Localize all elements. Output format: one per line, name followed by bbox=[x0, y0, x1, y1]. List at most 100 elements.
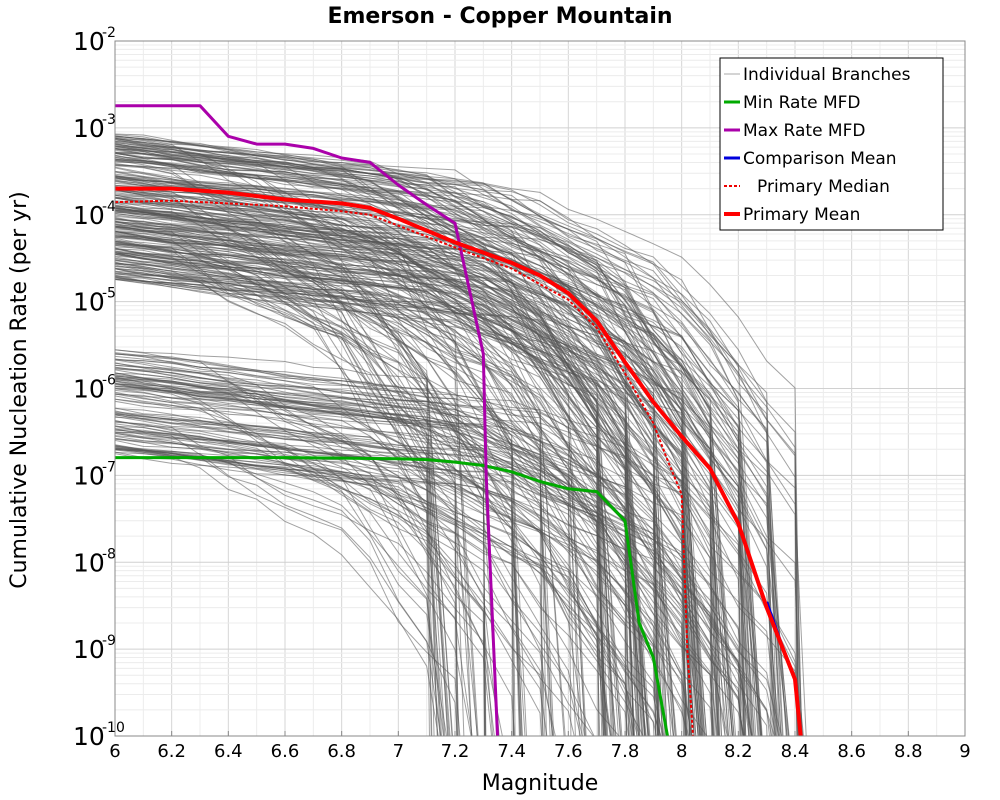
x-tick-label: 8.2 bbox=[724, 741, 753, 762]
legend-label: Individual Branches bbox=[743, 65, 911, 85]
branch-line bbox=[115, 252, 500, 736]
branch-line bbox=[115, 175, 784, 736]
branch-line bbox=[115, 137, 705, 736]
branch-line bbox=[115, 447, 665, 736]
branch-line bbox=[115, 188, 442, 736]
branch-line bbox=[115, 257, 699, 736]
branch-line bbox=[115, 261, 583, 736]
y-tick-exponent: -6 bbox=[102, 373, 116, 389]
branch-line bbox=[115, 444, 503, 736]
branch-line bbox=[115, 148, 778, 736]
branch-line bbox=[115, 393, 697, 736]
branch-line bbox=[115, 189, 646, 736]
branch-line bbox=[115, 273, 576, 736]
branch-line bbox=[115, 148, 745, 736]
x-tick-label: 7.4 bbox=[497, 741, 526, 762]
x-tick-label: 8.4 bbox=[781, 741, 810, 762]
y-axis-label: Cumulative Nucleation Rate (per yr) bbox=[7, 191, 32, 589]
x-tick-label: 6 bbox=[109, 741, 120, 762]
y-tick-label: 10 bbox=[73, 114, 105, 143]
branch-line bbox=[115, 185, 773, 736]
branch-line bbox=[115, 368, 728, 736]
branch-line bbox=[115, 210, 635, 736]
max-rate-line bbox=[115, 104, 499, 736]
branch-line bbox=[115, 447, 744, 736]
branch-line bbox=[115, 230, 522, 736]
x-tick-label: 9 bbox=[959, 741, 970, 762]
x-tick-label: 8.8 bbox=[894, 741, 923, 762]
branch-line bbox=[115, 216, 459, 736]
y-tick-label: 10 bbox=[73, 548, 105, 577]
branch-line bbox=[115, 275, 522, 736]
branch-line bbox=[115, 248, 458, 736]
y-tick-exponent: -10 bbox=[102, 720, 125, 736]
x-tick-label: 6.2 bbox=[157, 741, 186, 762]
branch-line bbox=[115, 206, 757, 736]
branch-line bbox=[115, 278, 803, 736]
branch-line bbox=[115, 264, 458, 736]
x-tick-label: 8 bbox=[676, 741, 687, 762]
x-axis-label: Magnitude bbox=[482, 771, 599, 796]
legend: Individual Branches Min Rate MFD Max Rate … bbox=[719, 57, 944, 231]
branch-line bbox=[115, 206, 701, 736]
branch-line bbox=[115, 383, 448, 736]
branch-line bbox=[115, 372, 627, 736]
branch-line bbox=[115, 393, 720, 736]
branch-line bbox=[115, 382, 719, 736]
branch-line bbox=[115, 266, 607, 736]
y-tick-label: 10 bbox=[73, 722, 105, 751]
y-tick-label: 10 bbox=[73, 375, 105, 404]
branch-line bbox=[115, 217, 760, 736]
branch-line bbox=[115, 425, 783, 736]
y-tick-label: 10 bbox=[73, 201, 105, 230]
legend-label: Primary Median bbox=[757, 177, 890, 197]
branch-line bbox=[115, 358, 585, 736]
branch-line bbox=[115, 412, 659, 736]
legend-label: Comparison Mean bbox=[743, 149, 897, 169]
branch-line bbox=[115, 435, 581, 736]
branch-line bbox=[115, 255, 500, 736]
branch-line bbox=[115, 239, 685, 736]
branch-line bbox=[115, 355, 714, 736]
branch-line bbox=[115, 208, 450, 736]
branch-line bbox=[115, 209, 692, 736]
branch-line bbox=[115, 359, 798, 736]
y-tick-label: 10 bbox=[73, 635, 105, 664]
y-tick-exponent: -5 bbox=[102, 286, 116, 302]
branch-line bbox=[115, 428, 662, 736]
branch-line bbox=[115, 225, 790, 736]
branch-line bbox=[115, 358, 780, 736]
legend-label: Max Rate MFD bbox=[743, 121, 865, 141]
x-tick-label: 7 bbox=[393, 741, 404, 762]
branch-line bbox=[115, 447, 544, 736]
series-lines bbox=[115, 104, 803, 736]
x-tick-label: 6.8 bbox=[327, 741, 356, 762]
branch-line bbox=[115, 252, 701, 736]
branch-line bbox=[115, 277, 719, 736]
branch-line bbox=[115, 133, 721, 736]
x-axis-ticks: 6 6.2 6.4 6.6 6.8 7 7.2 7.4 7.6 7.8 8 8.2 8.4 8.6 8.8 9 bbox=[109, 731, 971, 762]
x-tick-label: 7.8 bbox=[611, 741, 640, 762]
branch-line bbox=[115, 349, 689, 736]
branch-line bbox=[115, 349, 460, 736]
branch-line bbox=[115, 135, 772, 736]
branch-line bbox=[115, 241, 553, 736]
x-tick-label: 6.4 bbox=[214, 741, 243, 762]
branch-line bbox=[115, 421, 655, 736]
branch-line bbox=[115, 226, 433, 736]
branch-line bbox=[115, 146, 667, 736]
branch-line bbox=[115, 453, 620, 736]
branch-line bbox=[115, 372, 494, 736]
branch-line bbox=[115, 414, 583, 736]
branch-line bbox=[115, 353, 804, 736]
branch-line bbox=[115, 156, 659, 736]
y-tick-label: 10 bbox=[73, 461, 105, 490]
branch-line bbox=[115, 445, 595, 736]
branch-line bbox=[115, 210, 666, 736]
branch-line bbox=[115, 170, 614, 736]
y-tick-exponent: -2 bbox=[102, 25, 116, 41]
branch-line bbox=[115, 377, 495, 736]
branch-line bbox=[115, 367, 746, 736]
branch-line bbox=[115, 253, 691, 736]
